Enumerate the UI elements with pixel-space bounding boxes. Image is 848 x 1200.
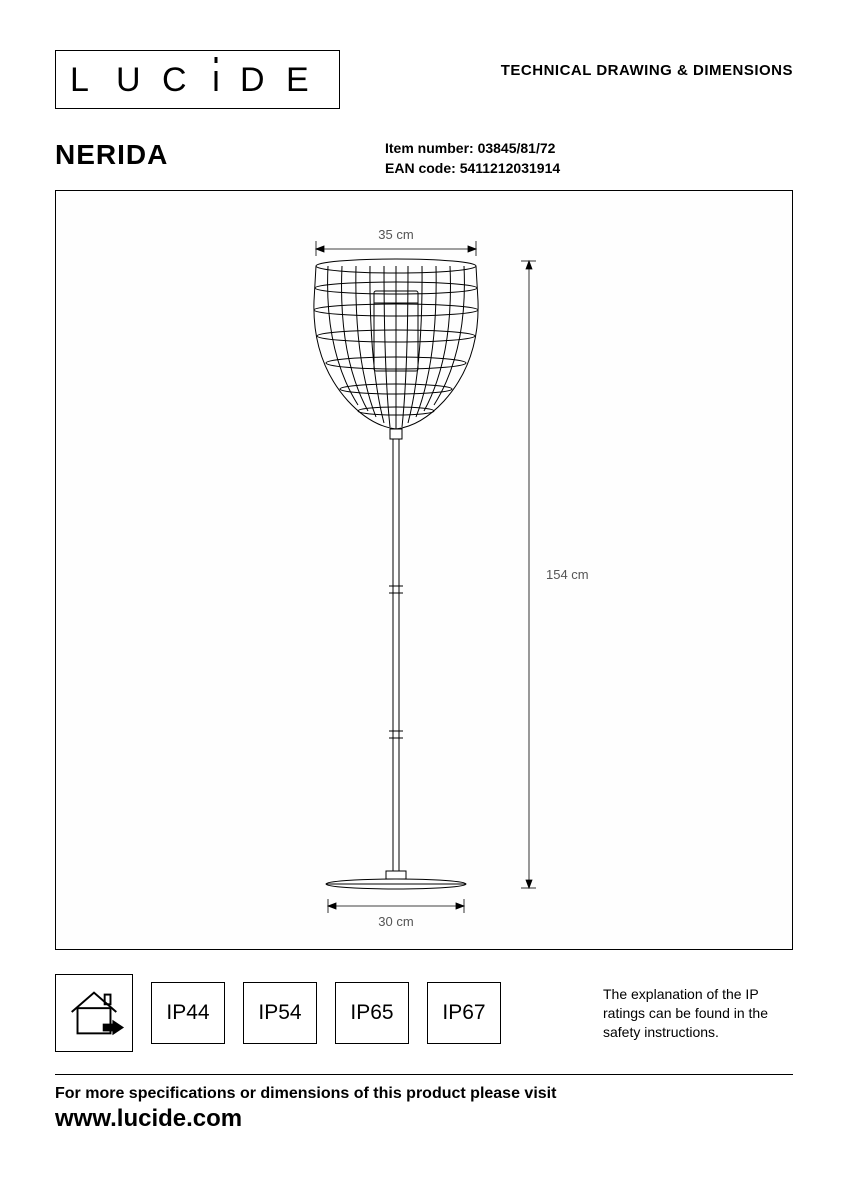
- ean-label: EAN code: [385, 160, 460, 176]
- brand-logo: L U C D E: [55, 50, 340, 109]
- svg-text:U: U: [116, 61, 165, 99]
- footer-text: For more specifications or dimensions of…: [55, 1085, 793, 1103]
- ip-rating-box: IP65: [335, 982, 409, 1044]
- lamp-drawing: 35 cm: [56, 191, 792, 949]
- ean-value: 5411212031914: [460, 160, 560, 176]
- dim-total-height: 154 cm: [546, 567, 589, 582]
- ip-note: The explanation of the IP ratings can be…: [603, 985, 793, 1042]
- svg-text:C: C: [162, 61, 211, 99]
- indoor-outdoor-icon: [55, 974, 133, 1052]
- dim-base-width: 30 cm: [378, 914, 413, 929]
- footer-url: www.lucide.com: [55, 1105, 793, 1133]
- dim-shade-width: 35 cm: [378, 227, 413, 242]
- technical-drawing-frame: 35 cm: [55, 190, 793, 950]
- header: L U C D E TECHNICAL DRAWING & DIMENSIONS: [55, 50, 793, 109]
- ip-rating-box: IP54: [243, 982, 317, 1044]
- item-number-value: 03845/81/72: [478, 140, 556, 156]
- ip-ratings-row: IP44 IP54 IP65 IP67 The explanation of t…: [55, 974, 793, 1052]
- footer: For more specifications or dimensions of…: [55, 1074, 793, 1133]
- item-info: Item number03845/81/72 EAN code541121203…: [385, 139, 560, 178]
- logo-svg: L U C D E: [70, 57, 325, 99]
- svg-text:D: D: [240, 61, 289, 99]
- ip-rating-box: IP44: [151, 982, 225, 1044]
- svg-text:E: E: [286, 61, 325, 99]
- product-name: NERIDA: [55, 139, 385, 171]
- item-number-label: Item number: [385, 140, 478, 156]
- ip-rating-box: IP67: [427, 982, 501, 1044]
- svg-text:L: L: [70, 61, 113, 99]
- document-title: TECHNICAL DRAWING & DIMENSIONS: [501, 62, 793, 79]
- product-info-row: NERIDA Item number03845/81/72 EAN code54…: [55, 139, 793, 178]
